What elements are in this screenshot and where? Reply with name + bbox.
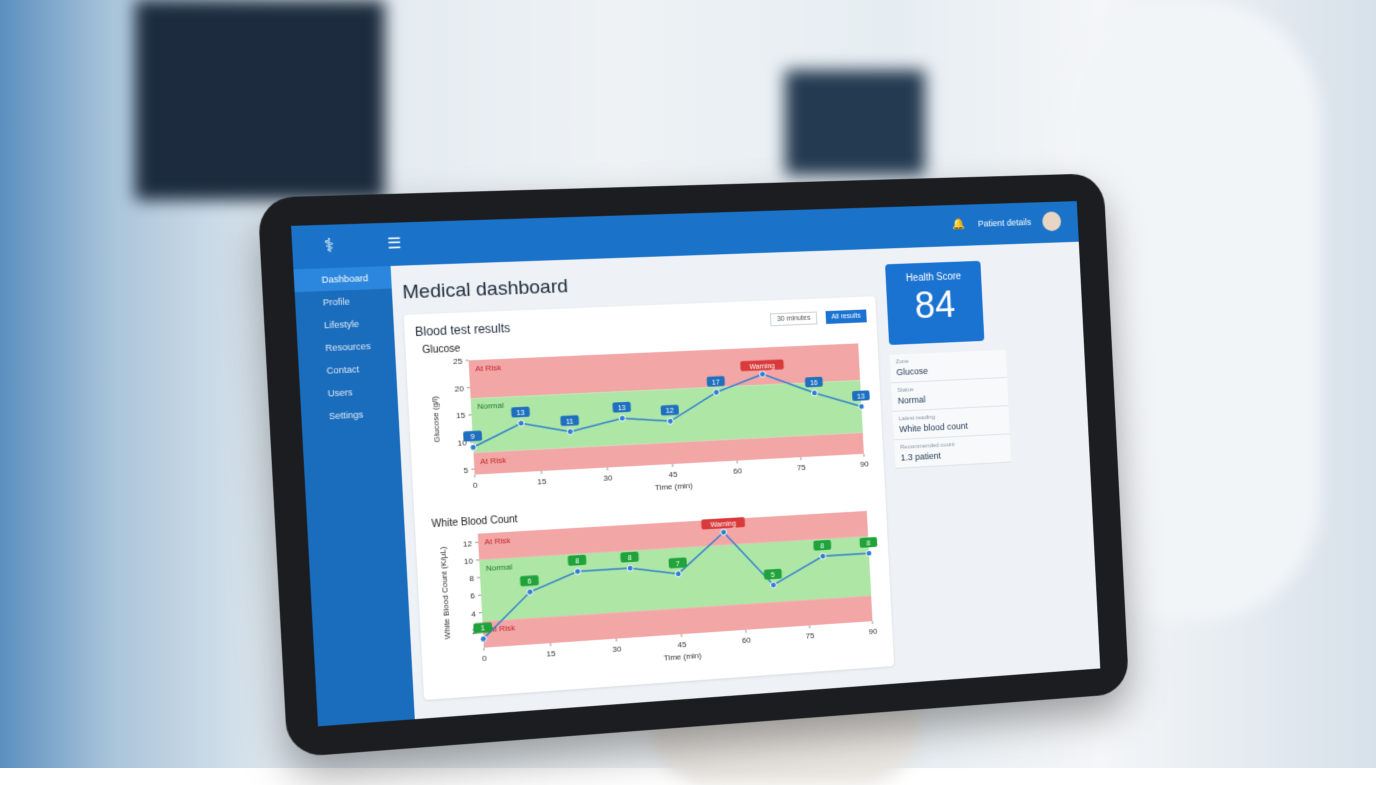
data-label: 16 [810,379,818,387]
data-point [667,418,673,424]
data-label: 8 [820,542,824,550]
summary-label: Latest reading [899,415,936,423]
zone-label: At Risk [480,455,507,465]
x-tick-label: 15 [546,649,556,659]
summary-item: Recommended count1.3 patient [894,434,1011,469]
score-title: Health Score [885,261,981,285]
zone-label: Normal [486,562,513,573]
data-point [627,565,633,571]
health-score-card: Health Score 84 [885,261,984,345]
x-tick-label: 90 [860,460,869,469]
panel: Blood test results 30 minutes All result… [404,296,894,700]
y-axis-label: White Blood Count (K/µL) [438,546,452,640]
data-label: 12 [666,407,674,415]
data-point [759,371,765,377]
summary-list: ZoneGlucoseStatusNormalLatest readingWhi… [890,346,1084,468]
data-label: 8 [575,557,579,565]
x-tick-label: 30 [612,644,622,654]
zone-label: At Risk [475,363,503,373]
data-label: 5 [771,571,775,579]
tablet: ⚕ ☰ 🔔 Patient details DashboardProfileLi… [257,173,1129,757]
x-tick-label: 60 [742,636,752,645]
y-tick-label: 15 [456,411,466,421]
x-tick-label: 60 [733,466,743,475]
data-point [866,550,872,556]
chart: At RiskNormalAt Risk24681012015304560759… [426,504,884,683]
data-label: 13 [618,404,626,412]
user-name[interactable]: Patient details [978,217,1032,229]
data-point [480,636,487,643]
summary-label: Zone [896,359,909,365]
x-tick-label: 0 [473,481,479,490]
x-tick-label: 0 [482,654,488,663]
avatar[interactable] [1042,211,1062,231]
y-tick-label: 20 [454,384,464,393]
data-point [770,582,776,588]
x-tick-label: 90 [868,627,877,636]
x-axis-label: Time (min) [664,651,702,663]
warning-label: Warning [749,362,775,371]
data-point [720,529,726,535]
x-axis-label: Time (min) [655,481,694,492]
y-tick-label: 6 [470,591,476,600]
data-label: 7 [676,560,680,568]
y-tick-label: 10 [464,556,474,566]
x-tick-label: 30 [603,473,613,482]
filter-button[interactable]: All results [825,309,867,324]
y-tick-label: 4 [471,609,477,618]
data-label: 8 [866,540,870,548]
x-tick-label: 75 [797,463,807,472]
x-tick-label: 45 [677,640,687,650]
y-tick-label: 5 [463,465,469,474]
notification-icon[interactable]: 🔔 [952,217,966,230]
data-point [470,444,477,450]
background-monitor [135,0,385,200]
zone-label: Normal [477,401,504,411]
warning-label: Warning [710,520,736,529]
data-point [567,428,573,434]
panel-title: Blood test results [415,321,511,339]
data-label: 1 [481,625,485,633]
chart: At RiskNormalAt Risk51015202501530456075… [416,337,875,510]
data-point [574,568,580,574]
scene: ⚕ ☰ 🔔 Patient details DashboardProfileLi… [0,0,1376,768]
data-point [811,390,817,396]
score-value: 84 [886,283,983,329]
nav-item[interactable]: Settings [301,402,399,429]
zone-label: At Risk [484,536,511,547]
background-monitor [785,70,925,175]
data-label: 9 [470,433,474,441]
data-label: 8 [627,554,631,562]
range-select[interactable]: 30 minutes [770,311,818,326]
data-label: 11 [566,417,574,425]
data-point [619,415,625,421]
x-tick-label: 45 [668,470,678,479]
data-point [675,571,681,577]
menu-button[interactable]: ☰ [387,234,402,253]
y-tick-label: 12 [463,539,473,549]
data-point [858,403,864,409]
data-label: 13 [857,393,865,401]
data-label: 17 [712,378,720,386]
charts: GlucoseAt RiskNormalAt Risk5101520250153… [416,326,884,689]
data-point [820,553,826,559]
summary-value: Glucose [896,363,1001,378]
data-label: 13 [516,409,524,417]
x-tick-label: 15 [537,477,547,487]
data-point [518,420,524,426]
data-point [527,589,533,595]
data-point [713,389,719,395]
screen: ⚕ ☰ 🔔 Patient details DashboardProfileLi… [291,201,1100,726]
y-axis-label: Glucose (g/l) [430,396,442,443]
main: Medical dashboard Blood test results 30 … [402,259,895,712]
y-tick-label: 8 [469,574,475,583]
summary-label: Status [897,387,914,394]
data-label: 6 [527,578,531,586]
top-bar: ⚕ ☰ 🔔 Patient details [291,201,1079,269]
x-tick-label: 75 [805,631,815,640]
logo: ⚕ [323,235,334,257]
right-column: Health Score 84 ZoneGlucoseStatusNormalL… [885,257,1084,468]
sidebar: DashboardProfileLifestyleResourcesContac… [293,266,414,726]
y-tick-label: 25 [453,357,463,366]
